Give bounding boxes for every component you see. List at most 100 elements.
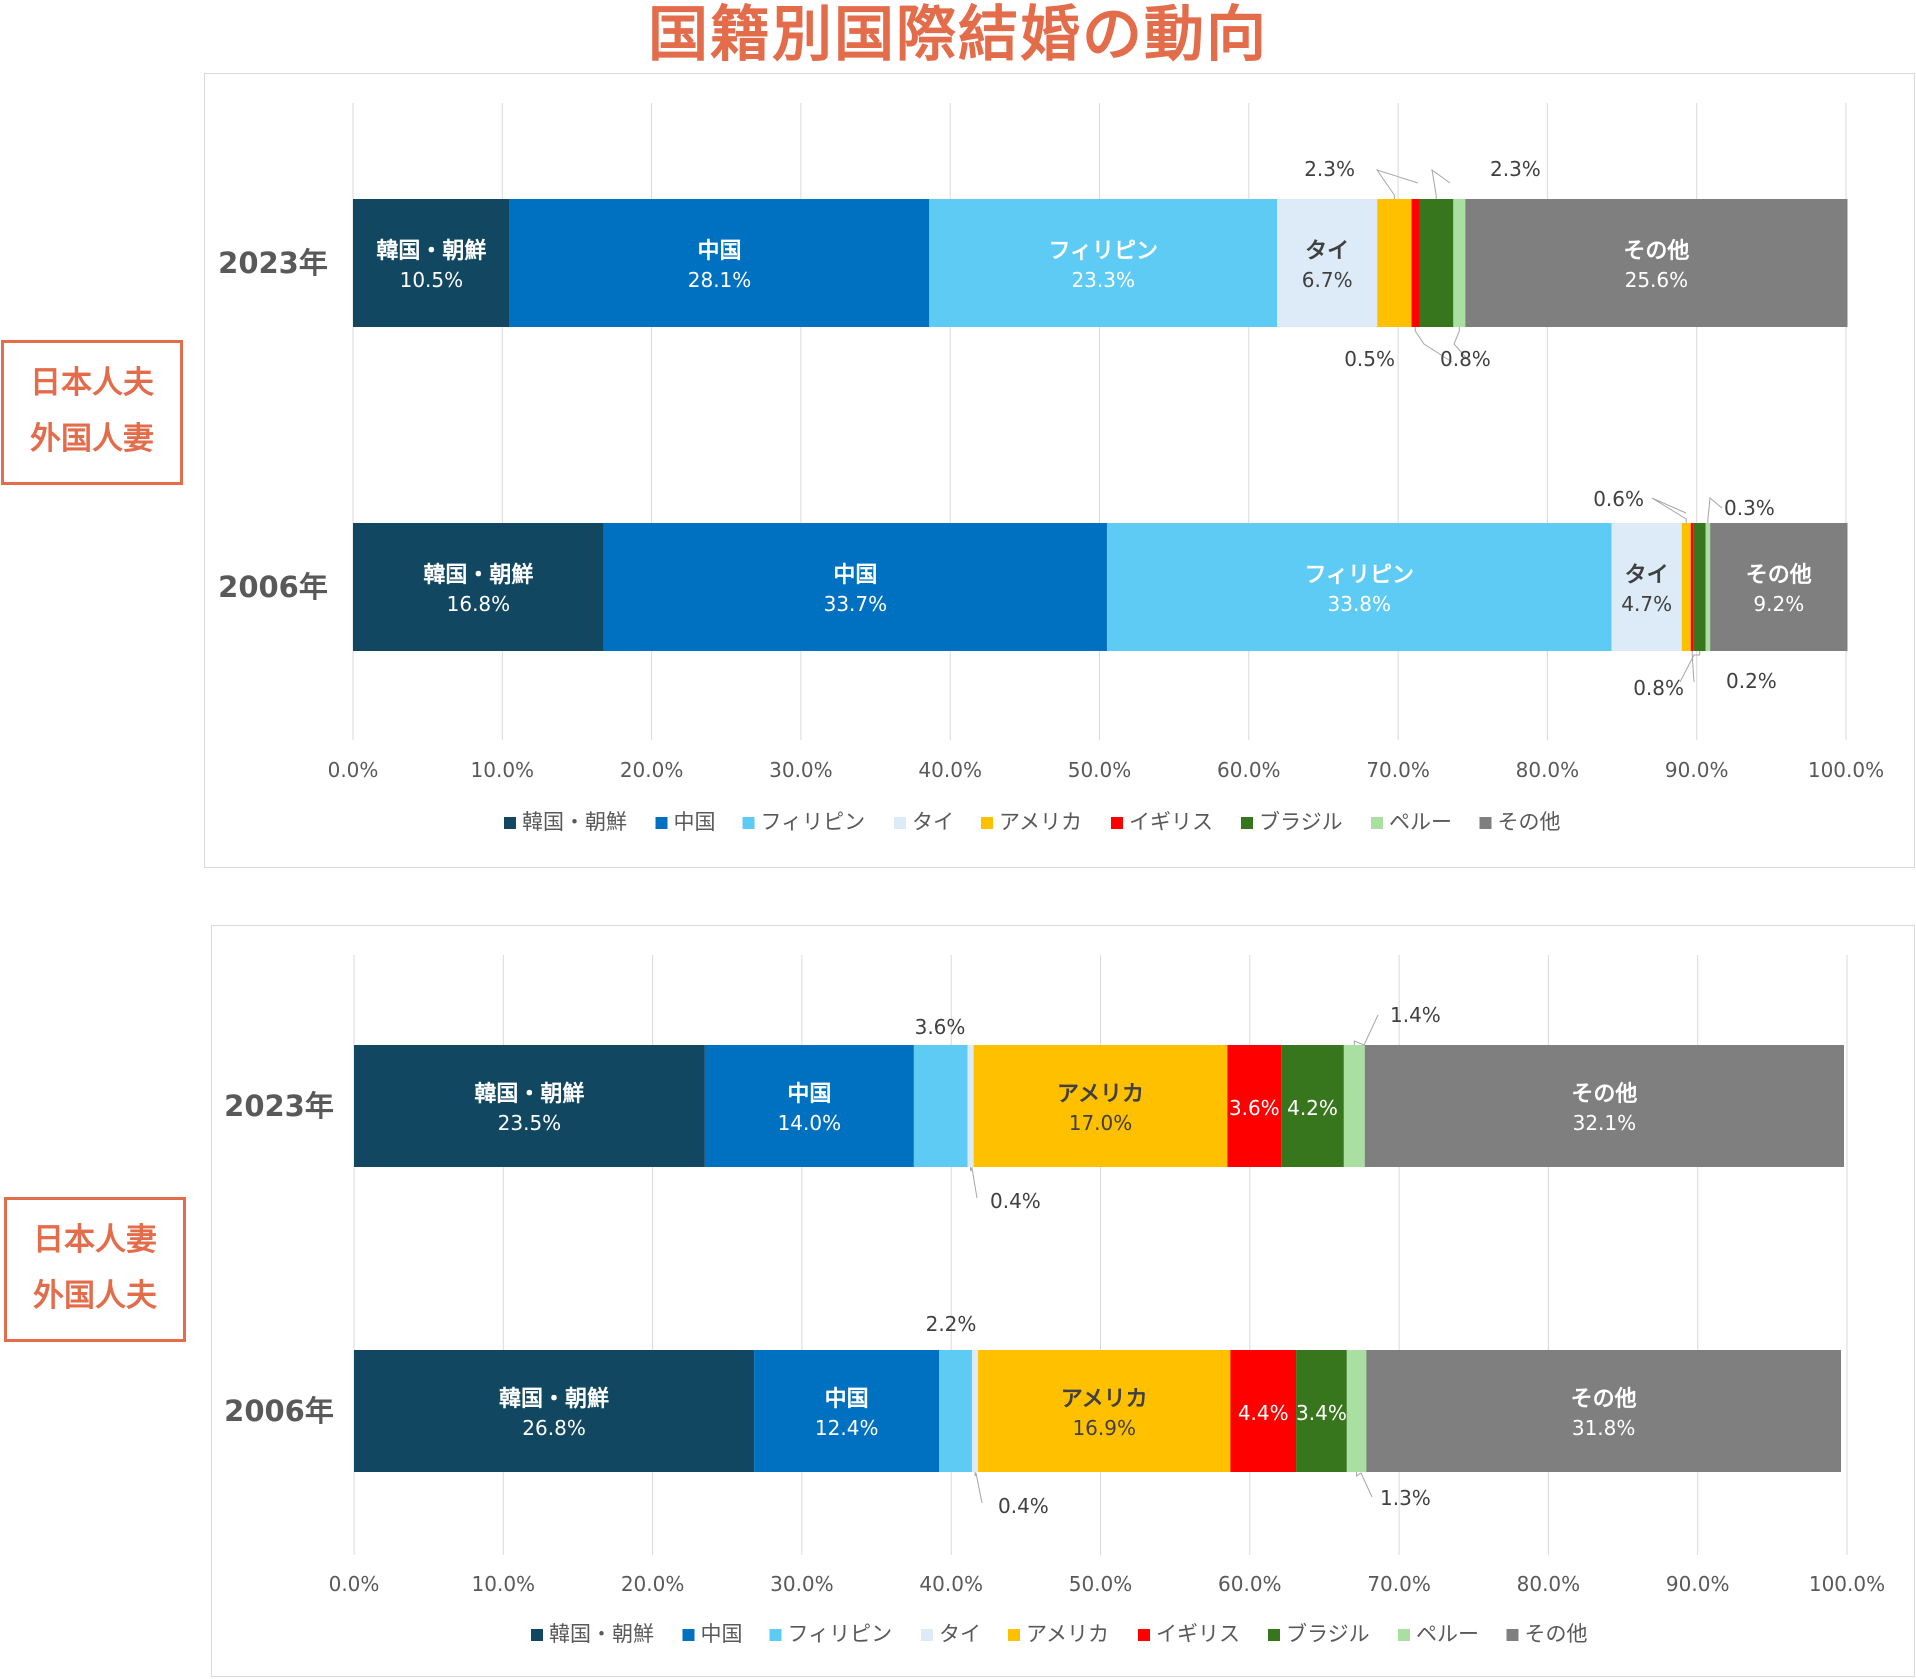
data-label: 17.0% (1069, 1111, 1133, 1135)
data-label: 0.8% (1633, 676, 1684, 700)
legend-label: 韓国・朝鮮 (549, 1622, 654, 1646)
segment-name-label: タイ (1305, 239, 1349, 264)
bar-segment (1227, 1045, 1282, 1167)
page-title: 国籍別国際結婚の動向 (648, 0, 1268, 70)
legend-swatch (1506, 1629, 1519, 1641)
bar-segment (939, 1350, 973, 1472)
x-tick-label: 100.0% (1808, 758, 1884, 782)
x-tick-label: 60.0% (1218, 1572, 1282, 1596)
x-tick-label: 50.0% (1068, 758, 1132, 782)
segment-name-label: アメリカ (1057, 1082, 1144, 1107)
y-category-label: 2023年 (224, 1089, 334, 1123)
legend-label: 韓国・朝鮮 (522, 810, 627, 834)
data-label: 2.2% (926, 1312, 977, 1336)
legend-label: タイ (939, 1622, 981, 1646)
segment-name-label: 中国 (787, 1082, 831, 1107)
segment-name-label: 韓国・朝鮮 (423, 562, 533, 588)
bar-segment (1453, 199, 1466, 327)
x-tick-label: 20.0% (620, 758, 684, 782)
data-label: 12.4% (815, 1416, 879, 1440)
data-label: 0.4% (990, 1189, 1041, 1213)
legend-label: アメリカ (999, 810, 1082, 834)
bar-segment (1611, 523, 1682, 651)
bar-segment (1106, 523, 1612, 651)
segment-name-label: 韓国・朝鮮 (376, 238, 486, 264)
segment-name-label: タイ (1625, 563, 1669, 588)
segment-name-label: フィリピン (1048, 239, 1158, 264)
x-tick-label: 90.0% (1666, 1572, 1730, 1596)
legend-label: イギリス (1156, 1622, 1240, 1646)
panel2-label-line1: 日本人妻 (33, 1222, 157, 1258)
data-label: 16.8% (447, 592, 511, 616)
legend-label: 中国 (674, 810, 716, 834)
data-label: 23.5% (498, 1111, 562, 1135)
data-label: 1.3% (1380, 1486, 1431, 1510)
legend-swatch (769, 1629, 782, 1641)
legend-swatch (504, 817, 516, 829)
data-label: 32.1% (1573, 1111, 1637, 1135)
bar-segment (354, 1045, 705, 1167)
legend-label: フィリピン (761, 810, 866, 834)
x-tick-label: 10.0% (472, 1572, 536, 1596)
legend-swatch (1111, 817, 1123, 829)
segment-name-label: 中国 (833, 563, 877, 588)
bar-segment (1343, 1045, 1365, 1167)
x-tick-label: 70.0% (1366, 758, 1430, 782)
data-label: 0.6% (1593, 487, 1644, 511)
data-label: 25.6% (1625, 268, 1689, 292)
segment-name-label: アメリカ (1061, 1387, 1148, 1412)
legend-label: フィリピン (788, 1622, 893, 1646)
segment-name-label: 中国 (698, 239, 742, 264)
x-tick-label: 0.0% (329, 1572, 380, 1596)
legend-swatch (655, 817, 668, 829)
data-label: 9.2% (1753, 592, 1804, 616)
panel2-label-line2: 外国人夫 (33, 1278, 157, 1314)
data-label: 33.7% (824, 592, 888, 616)
bar-segment (1419, 199, 1454, 327)
data-label: 10.5% (400, 268, 464, 292)
data-label: 4.2% (1287, 1096, 1338, 1120)
legend-label: イギリス (1129, 810, 1213, 834)
callout-line (1431, 168, 1451, 199)
x-tick-label: 80.0% (1516, 758, 1580, 782)
legend-swatch (921, 1629, 933, 1641)
legend-swatch (981, 817, 993, 829)
data-label: 0.8% (1440, 347, 1491, 371)
bar-segment (1681, 523, 1691, 651)
x-tick-label: 80.0% (1517, 1572, 1581, 1596)
x-tick-label: 60.0% (1217, 758, 1281, 782)
bar-segment (704, 1045, 914, 1167)
segment-name-label: 韓国・朝鮮 (499, 1386, 609, 1412)
bar-segment (1710, 523, 1848, 651)
x-tick-label: 20.0% (621, 1572, 685, 1596)
data-label: 16.9% (1072, 1416, 1136, 1440)
x-tick-label: 70.0% (1367, 1572, 1431, 1596)
legend-label: ブラジル (1259, 810, 1343, 834)
panel2-label: 日本人妻 外国人夫 (4, 1197, 186, 1342)
bar-segment (1364, 1045, 1845, 1167)
x-tick-label: 90.0% (1665, 758, 1729, 782)
data-label: 14.0% (778, 1111, 842, 1135)
legend-label: 中国 (701, 1622, 743, 1646)
bar-segment (1277, 199, 1378, 327)
legend-label: ペルー (1416, 1622, 1479, 1646)
data-label: 3.4% (1296, 1401, 1347, 1425)
bar-segment (353, 523, 604, 651)
bar-segment (1296, 1350, 1347, 1472)
data-label: 6.7% (1302, 268, 1353, 292)
legend-label: その他 (1525, 1622, 1588, 1646)
data-label: 31.8% (1572, 1416, 1636, 1440)
callout-line (1707, 497, 1723, 523)
callout-line (1691, 651, 1695, 683)
segment-name-label: フィリピン (1305, 563, 1415, 588)
bar-segment (509, 199, 930, 327)
callout-line (1356, 1472, 1373, 1498)
legend-label: アメリカ (1026, 1622, 1109, 1646)
legend-label: ブラジル (1286, 1622, 1370, 1646)
bar-segment (1465, 199, 1848, 327)
bar-segment (603, 523, 1107, 651)
segment-name-label: その他 (1623, 239, 1689, 264)
segment-name-label: その他 (1571, 1387, 1637, 1412)
bar-segment (1411, 199, 1420, 327)
data-label: 0.2% (1726, 669, 1777, 693)
